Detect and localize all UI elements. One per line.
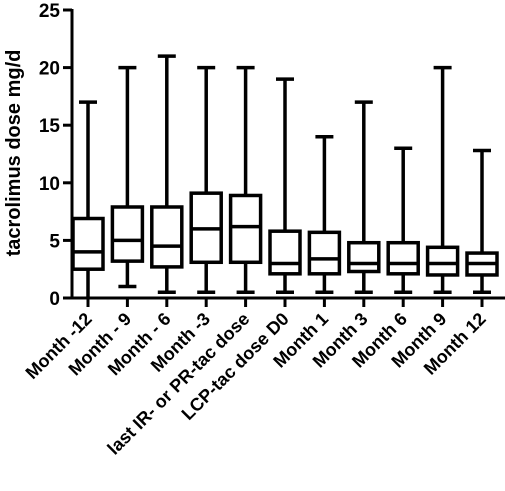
iqr-box	[307, 230, 342, 276]
y-tick-label: 10	[39, 174, 60, 195]
y-tick-label: 0	[49, 289, 60, 310]
y-axis-label: tacrolimus dose mg/d	[3, 50, 25, 257]
iqr-box	[425, 245, 460, 277]
iqr-box	[347, 240, 381, 274]
iqr-box	[150, 205, 184, 269]
iqr-box	[386, 240, 420, 276]
y-tick-label: 5	[49, 231, 60, 252]
iqr-box	[268, 229, 302, 276]
y-tick-label: 15	[39, 116, 61, 137]
y-tick-label: 20	[39, 59, 60, 80]
iqr-box	[71, 216, 105, 271]
iqr-box	[110, 205, 145, 263]
y-tick-label: 25	[39, 1, 61, 22]
iqr-box	[228, 193, 263, 265]
